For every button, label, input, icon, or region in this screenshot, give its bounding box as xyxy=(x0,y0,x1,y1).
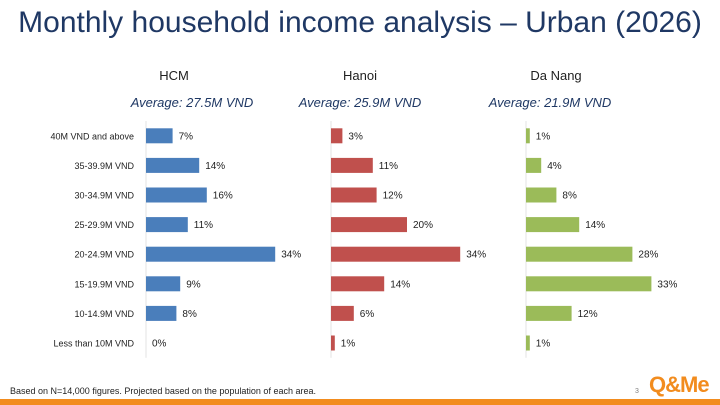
bar-hcm xyxy=(146,128,173,144)
data-label-da-nang: 33% xyxy=(657,279,677,290)
bar-hcm xyxy=(146,246,276,262)
footnote: Based on N=14,000 figures. Projected bas… xyxy=(10,386,316,396)
data-label-hanoi: 12% xyxy=(383,191,403,202)
bar-hanoi xyxy=(331,276,385,292)
bar-hanoi xyxy=(331,217,407,233)
data-label-hanoi: 20% xyxy=(413,220,433,231)
bar-da-nang xyxy=(526,157,542,173)
page-number: 3 xyxy=(635,388,639,395)
bar-hanoi xyxy=(331,305,354,321)
data-label-hcm: 8% xyxy=(182,309,197,320)
bar-da-nang xyxy=(526,217,580,233)
bar-hcm xyxy=(146,187,207,203)
data-label-hcm: 7% xyxy=(179,131,194,142)
data-label-da-nang: 1% xyxy=(536,131,551,142)
income-bar-chart: 40M VND and above 35-39.9M VND 30-34.9M VN… xyxy=(50,68,678,358)
bar-hcm xyxy=(146,217,188,233)
bar-hanoi xyxy=(331,246,461,262)
category-label: Less than 10M VND xyxy=(53,339,134,349)
data-label-hcm: 11% xyxy=(194,220,213,231)
category-label: 20-24.9M VND xyxy=(74,250,134,260)
series-name-hcm: HCM xyxy=(159,68,189,83)
bar-da-nang xyxy=(526,128,530,144)
bar-hanoi xyxy=(331,187,377,203)
company-logo: Q&Me xyxy=(649,372,710,397)
series-average-da-nang: Average: 21.9M VND xyxy=(488,95,612,110)
slide-title: Monthly household income analysis – Urba… xyxy=(18,6,702,39)
bar-hcm xyxy=(146,305,177,321)
bottom-accent-band xyxy=(0,399,720,405)
series-name-da-nang: Da Nang xyxy=(530,68,581,83)
data-label-hanoi: 1% xyxy=(341,339,356,350)
data-label-hanoi: 14% xyxy=(390,279,410,290)
data-label-da-nang: 1% xyxy=(536,339,551,350)
data-label-da-nang: 12% xyxy=(578,309,598,320)
category-label: 15-19.9M VND xyxy=(74,279,134,289)
bar-da-nang xyxy=(526,276,652,292)
bar-da-nang xyxy=(526,246,633,262)
data-label-hanoi: 11% xyxy=(379,161,398,172)
category-label: 35-39.9M VND xyxy=(74,161,134,171)
category-label: 10-14.9M VND xyxy=(74,309,134,319)
bar-da-nang xyxy=(526,305,572,321)
bar-da-nang xyxy=(526,335,530,351)
data-label-hcm: 14% xyxy=(205,161,225,172)
bar-da-nang xyxy=(526,187,557,203)
bar-hcm xyxy=(146,276,181,292)
series-name-hanoi: Hanoi xyxy=(343,68,377,83)
data-label-hanoi: 3% xyxy=(348,131,363,142)
data-label-hanoi: 6% xyxy=(360,309,375,320)
category-label: 25-29.9M VND xyxy=(74,220,134,230)
data-label-da-nang: 4% xyxy=(547,161,562,172)
data-label-hcm: 16% xyxy=(213,191,233,202)
data-label-da-nang: 28% xyxy=(638,250,658,261)
data-label-hanoi: 34% xyxy=(466,250,486,261)
data-label-da-nang: 8% xyxy=(562,191,577,202)
data-label-hcm: 9% xyxy=(186,279,201,290)
bar-hanoi xyxy=(331,335,335,351)
bar-hcm xyxy=(146,157,200,173)
series-average-hcm: Average: 27.5M VND xyxy=(130,95,254,110)
data-label-da-nang: 14% xyxy=(585,220,605,231)
category-label: 30-34.9M VND xyxy=(74,191,134,201)
data-label-hcm: 0% xyxy=(152,339,167,350)
series-average-hanoi: Average: 25.9M VND xyxy=(298,95,422,110)
category-label: 40M VND and above xyxy=(50,131,134,141)
bar-hanoi xyxy=(331,128,343,144)
data-label-hcm: 34% xyxy=(281,250,301,261)
bar-hanoi xyxy=(331,157,373,173)
